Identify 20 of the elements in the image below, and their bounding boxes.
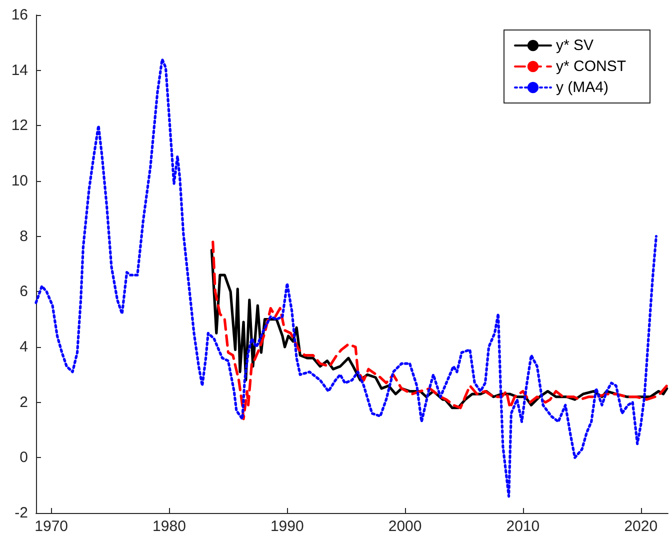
y-tick-label: 4 <box>20 338 28 356</box>
y-tick-label: -2 <box>14 504 28 522</box>
x-tick-label: 2010 <box>506 518 540 535</box>
legend-label: y (MA4) <box>556 79 608 96</box>
y-tick-label: 12 <box>11 117 28 134</box>
y-tick-label: 16 <box>11 6 28 24</box>
y-tick-label: 10 <box>11 172 28 190</box>
y-tick-label: 0 <box>20 449 28 466</box>
line-series <box>34 58 658 498</box>
x-tick-label: 1980 <box>152 518 186 535</box>
y-tick-label: 2 <box>20 394 28 411</box>
x-tick-label: 2020 <box>624 518 658 535</box>
x-tick-label: 1990 <box>270 518 304 535</box>
legend-label: y* SV <box>556 37 594 54</box>
x-tick-label: 2000 <box>388 518 422 535</box>
y-tick-label: 8 <box>20 228 28 245</box>
y-tick-label: 14 <box>11 62 28 79</box>
x-tick-label: 1970 <box>34 518 68 535</box>
legend-label: y* CONST <box>556 58 626 75</box>
y-tick-label: 6 <box>20 283 28 300</box>
